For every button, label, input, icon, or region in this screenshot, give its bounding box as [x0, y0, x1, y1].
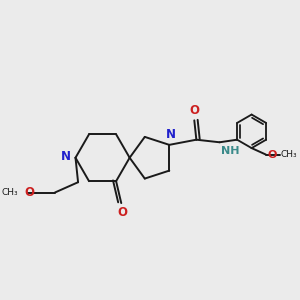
- Text: CH₃: CH₃: [281, 150, 298, 159]
- Text: O: O: [189, 104, 199, 117]
- Text: CH₃: CH₃: [1, 188, 18, 197]
- Text: O: O: [267, 149, 277, 160]
- Text: NH: NH: [220, 146, 239, 156]
- Text: O: O: [118, 206, 128, 219]
- Text: N: N: [166, 128, 176, 141]
- Text: N: N: [61, 150, 71, 163]
- Text: O: O: [25, 186, 35, 199]
